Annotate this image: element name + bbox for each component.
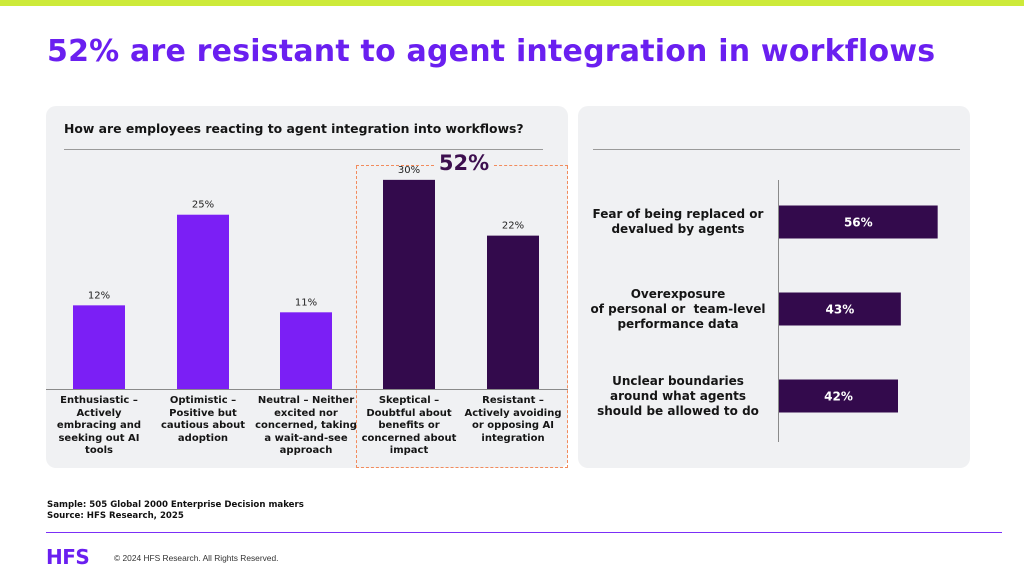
reaction-category-label-line: concerned, taking (255, 420, 357, 431)
reaction-value-label: 22% (502, 221, 524, 232)
concern-category-label-line: should be allowed to do (597, 403, 759, 418)
reaction-category-label-line: adoption (177, 432, 229, 444)
reaction-category-label-line: integration (481, 432, 545, 444)
concern-category-label-line: of personal or team-level (590, 301, 766, 316)
concern-category-label-line: performance data (617, 316, 739, 331)
reaction-category-label-line: Doubtful about (366, 407, 452, 419)
page-title: 52% are resistant to agent integration i… (47, 34, 936, 69)
reaction-category-label-line: Enthusiastic – (60, 395, 138, 406)
footer-rule (46, 532, 1002, 533)
reaction-chart-title-rule (64, 149, 543, 150)
reaction-category-label: Resistant – Actively avoiding or opposing … (461, 395, 565, 445)
reaction-category-label-line: tools (85, 445, 113, 456)
concern-value-label: 43% (826, 303, 855, 317)
concern-category-label-line: Fear of being replaced or (592, 207, 764, 221)
reaction-bar (280, 312, 332, 389)
reaction-category-label-line: or opposing AI (472, 420, 554, 431)
reaction-value-label: 12% (88, 290, 110, 301)
resistant-highlight-top-left (356, 165, 434, 166)
reaction-category-label-line: benefits or (378, 420, 440, 431)
reaction-bar (177, 214, 229, 389)
hfs-logo: HFS (46, 545, 90, 569)
reaction-category-label-line: concerned about (361, 432, 457, 444)
reaction-bar (383, 179, 435, 389)
concern-value-label: 56% (844, 216, 873, 230)
reaction-value-label: 30% (398, 165, 420, 176)
concerns-chart-panel (578, 106, 970, 468)
reaction-value-label: 25% (192, 200, 214, 211)
reaction-bar (487, 235, 539, 389)
concern-category-label: Fear of being replaced or devalued by age… (582, 207, 774, 237)
reaction-category-label-line: Optimistic – (169, 395, 237, 406)
copyright-text: © 2024 HFS Research. All Rights Reserved… (114, 553, 279, 563)
reaction-category-label-line: Resistant – (482, 395, 544, 406)
concern-category-label-line: Overexposure (630, 286, 726, 301)
reaction-category-label-line: embracing and (56, 420, 142, 431)
reaction-bar (73, 305, 125, 389)
source-note: Source: HFS Research, 2025 (47, 511, 184, 521)
reaction-value-label: 11% (295, 297, 317, 308)
reaction-chart-title: How are employees reacting to agent inte… (64, 121, 524, 136)
resistant-total-label: 52% (436, 151, 492, 175)
reaction-category-label: Neutral – Neither excited nor concerned, t… (254, 395, 358, 458)
sample-note: Sample: 505 Global 2000 Enterprise Decis… (47, 500, 304, 510)
concern-bar (779, 292, 901, 326)
concern-category-label-line: devalued by agents (611, 222, 745, 236)
resistant-highlight-top-right (494, 165, 568, 166)
reaction-category-label: Optimistic – Positive but cautious about ad… (151, 395, 255, 445)
concern-category-label: Overexposure of personal or team-level per… (582, 287, 774, 332)
reaction-category-label-line: Actively (76, 407, 122, 419)
concern-value-label: 42% (824, 390, 853, 404)
concern-bar (779, 379, 898, 413)
reaction-category-label-line: seeking out AI (58, 432, 140, 444)
reaction-category-label-line: Skeptical – (378, 395, 440, 406)
reaction-category-label-line: Positive but (169, 407, 237, 419)
reaction-category-label-line: cautious about (160, 420, 246, 431)
concern-category-label-line: around what agents (609, 388, 746, 403)
reaction-category-label: Skeptical – Doubtful about benefits or conc… (357, 395, 461, 458)
reaction-category-label-line: Neutral – Neither (257, 395, 355, 406)
reaction-category-label-line: impact (389, 445, 429, 456)
reaction-category-label-line: a wait-and-see (264, 432, 348, 444)
resistant-group-highlight (356, 166, 568, 468)
footnote: Sample: 505 Global 2000 Enterprise Decis… (47, 500, 304, 522)
concern-bar (779, 205, 938, 239)
concern-category-label-line: Unclear boundaries (612, 373, 744, 388)
reaction-category-label-line: excited nor (274, 407, 338, 419)
reaction-category-label-line: Actively avoiding (464, 407, 562, 419)
reaction-category-label-line: approach (279, 445, 333, 456)
concern-category-label: Unclear boundaries around what agents shou… (582, 374, 774, 419)
concerns-chart-top-rule (593, 149, 960, 150)
reaction-category-label: Enthusiastic – Actively embracing and seeki… (47, 395, 151, 458)
top-accent-stripe (0, 0, 1024, 6)
